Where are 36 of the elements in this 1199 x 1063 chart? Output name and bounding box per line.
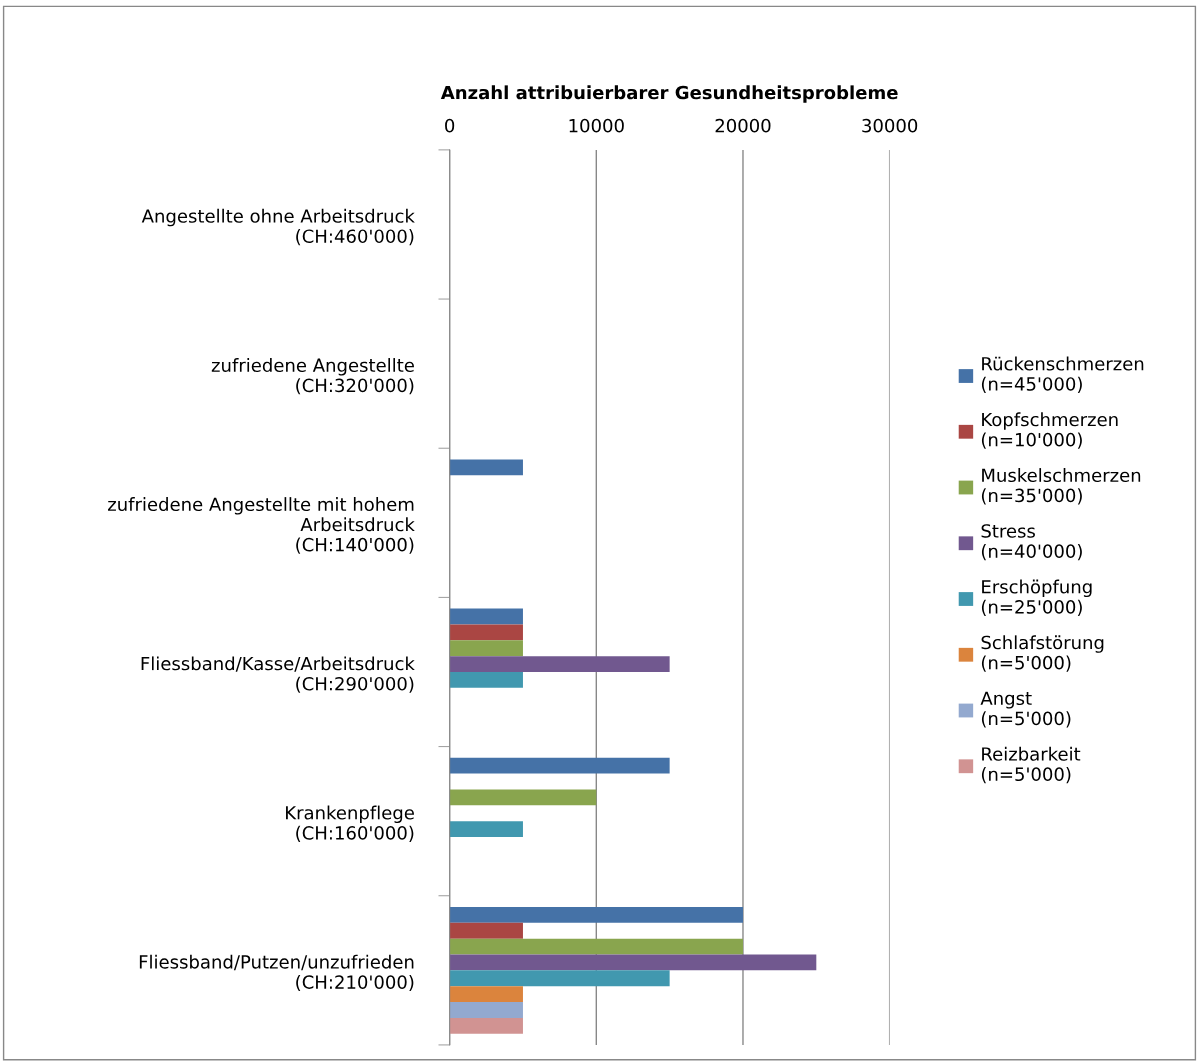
legend-label: Reizbarkeit (n=5'000) [981,746,1081,784]
bar [449,608,523,625]
legend-label: Muskelschmerzen (n=35'000) [981,468,1141,505]
y-tick-label: Angestellte ohne Arbeitsdruck (CH:460'000) [141,208,415,246]
bar [449,821,523,838]
legend-label: Rückenschmerzen (n=45'000) [981,356,1144,393]
y-tick-label: zufriedene Angestellte (CH:320'000) [211,358,414,395]
x-axis-title: Anzahl attribuierbarer Gesundheitsprobleme [440,85,898,103]
x-tick-label: 20000 [715,118,771,133]
legend-label: Erschöpfung (n=25'000) [981,579,1092,616]
bar [449,954,817,971]
bar [449,459,523,476]
bar [449,671,523,688]
bar [449,624,523,641]
legend-label: Angst (n=5'000) [980,691,1071,728]
bar [449,970,670,987]
bar [449,906,743,923]
bar [449,1017,523,1034]
legend-label: Schlafstörung (n=5'000) [981,635,1104,672]
x-tick-label: 10000 [569,118,624,133]
bar [449,922,523,939]
bar [449,1002,523,1018]
bar [449,986,523,1003]
bar [449,757,670,774]
bar [449,640,523,657]
bar [449,789,597,806]
y-tick-label: Krankenpflege (CH:160'000) [286,805,414,842]
legend-label: Kopfschmerzen (n=10'000) [981,412,1118,449]
y-tick-label: zufriedene Angestellte mit hohem Arbeitsdruck (CH:140'000) [108,497,415,554]
y-tick-label: Fliessband/Kasse/Arbeitsdruck (CH:290'000) [141,656,415,693]
bar [449,938,743,955]
legend-label: Stress (n=40'000) [981,524,1082,561]
x-tick-label: 0 [445,118,455,133]
x-tick-label: 30000 [862,118,918,133]
bar [449,656,670,672]
y-tick-label: Fliessband/Putzen/unzufrieden (CH:210'000) [139,954,414,992]
